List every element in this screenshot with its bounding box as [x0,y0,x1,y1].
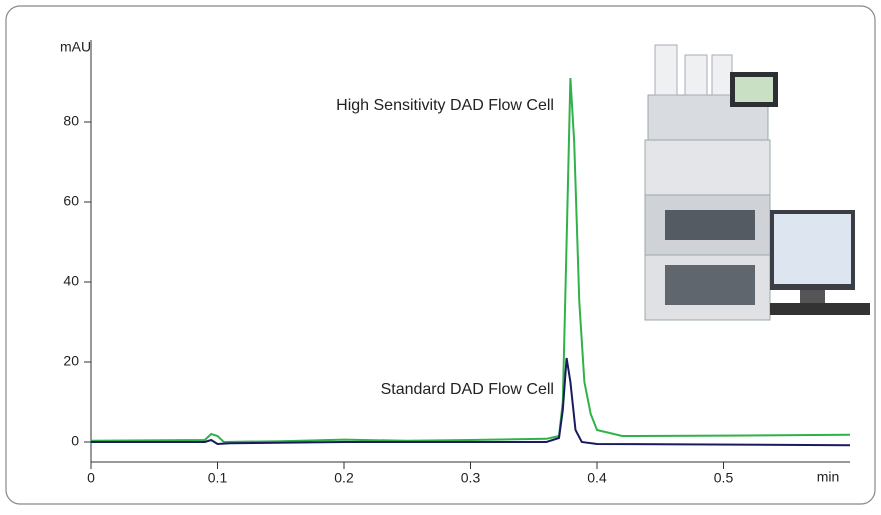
y-tick-label: 60 [63,193,79,209]
y-tick-label: 80 [63,113,79,129]
x-tick-label: 0 [87,470,95,486]
instrument-photo [644,44,870,321]
annotation: Standard DAD Flow Cell [381,381,554,398]
x-tick-label: 0.5 [714,470,734,486]
y-axis-label: mAU [60,39,91,55]
x-axis-label: min [817,469,840,485]
y-tick-label: 40 [63,273,79,289]
x-tick-label: 0.3 [461,470,481,486]
y-tick-label: 20 [63,353,79,369]
series-line [91,357,851,447]
y-tick-label: 0 [71,433,79,449]
annotation: High Sensitivity DAD Flow Cell [336,97,554,114]
x-tick-label: 0.2 [334,470,354,486]
x-tick-label: 0.1 [208,470,228,486]
x-tick-label: 0.4 [587,470,607,486]
